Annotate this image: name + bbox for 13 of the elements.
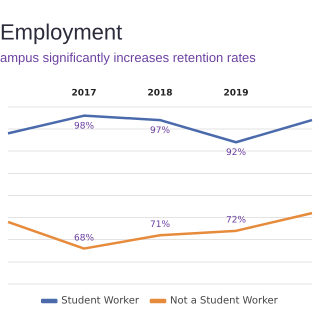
- data-label: 72%: [226, 216, 246, 226]
- data-label: 92%: [226, 148, 246, 158]
- data-label: 71%: [150, 220, 170, 230]
- x-tick-label: 2018: [147, 88, 173, 99]
- legend-label: Student Worker: [61, 296, 140, 307]
- legend-label: Not a Student Worker: [170, 296, 279, 307]
- data-label: 97%: [150, 126, 170, 136]
- x-tick-label: 2017: [71, 88, 97, 99]
- chart-title: Employment: [0, 19, 122, 44]
- data-label: 68%: [74, 233, 94, 244]
- data-label: 98%: [74, 122, 94, 132]
- x-tick-label: 2019: [223, 88, 249, 99]
- chart-subtitle: ampus significantly increases retention rates: [0, 50, 256, 65]
